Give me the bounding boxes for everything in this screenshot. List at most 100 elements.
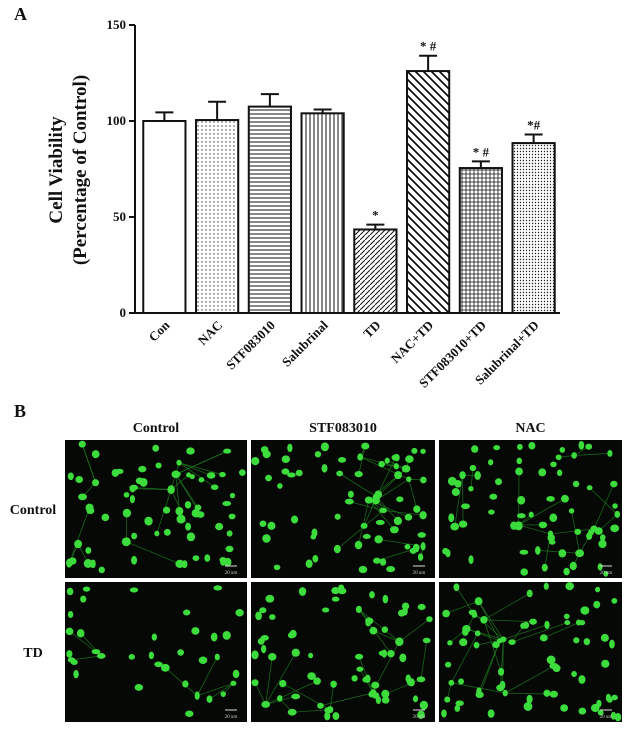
cell <box>418 553 423 561</box>
error-bar <box>419 56 437 71</box>
cell <box>496 684 504 691</box>
cell <box>251 650 258 659</box>
cell <box>476 687 481 695</box>
cell <box>338 457 346 463</box>
x-tick-label: STF083010 <box>223 318 278 373</box>
cell <box>516 458 522 465</box>
cell <box>277 695 282 702</box>
cell <box>175 560 184 568</box>
micrograph: 20 um <box>439 582 622 722</box>
cell <box>175 507 183 516</box>
cell <box>542 564 548 572</box>
cell <box>591 704 600 712</box>
cell <box>544 583 549 590</box>
cell <box>220 558 226 565</box>
micrograph: 20 um <box>251 582 435 722</box>
cell <box>595 527 603 535</box>
y-tick-label: 100 <box>107 113 127 128</box>
cell <box>390 526 399 533</box>
image-background <box>439 440 622 578</box>
cell <box>230 681 236 686</box>
cell <box>448 513 454 522</box>
cell <box>396 496 403 502</box>
cell <box>219 472 226 477</box>
cell <box>138 466 146 472</box>
cell <box>474 471 480 480</box>
cell <box>557 469 562 476</box>
cell <box>382 696 390 703</box>
cell <box>268 653 276 661</box>
y-axis-label: Cell Viability <box>46 116 67 224</box>
cell <box>154 531 159 537</box>
cell <box>379 508 387 513</box>
cell <box>235 609 243 616</box>
cell <box>77 629 85 637</box>
cell <box>312 555 318 563</box>
error-bar <box>261 94 279 106</box>
cell <box>296 470 303 477</box>
cell <box>601 660 609 668</box>
cell <box>124 492 130 498</box>
cell <box>441 709 447 717</box>
cell <box>130 495 135 503</box>
cell <box>351 675 357 681</box>
cell <box>365 496 373 503</box>
cell <box>394 463 399 469</box>
cell <box>593 601 600 609</box>
cell <box>361 523 368 529</box>
annotation: * # <box>420 39 437 54</box>
cell <box>488 459 493 465</box>
cell <box>183 610 190 616</box>
micrograph: 20 um <box>251 440 435 578</box>
error-bar <box>155 112 173 121</box>
cell <box>489 494 497 500</box>
cell <box>540 634 548 641</box>
column-label: Control <box>133 421 180 436</box>
cell <box>129 485 135 492</box>
cell <box>420 701 428 710</box>
cell <box>374 535 382 543</box>
error-bar <box>208 102 226 120</box>
cell <box>222 501 231 506</box>
cell <box>395 637 403 646</box>
cell <box>586 532 592 540</box>
cell <box>86 504 94 512</box>
cell <box>442 548 449 555</box>
cell <box>260 520 267 527</box>
cell <box>130 587 139 592</box>
cell <box>408 678 415 686</box>
cell <box>261 635 269 641</box>
cell <box>79 441 86 448</box>
cell <box>199 477 205 482</box>
y-tick-label: 0 <box>120 305 127 320</box>
cell <box>610 524 619 532</box>
scale-bar-label: 20 um <box>600 571 613 576</box>
cell <box>186 447 195 454</box>
cell <box>488 509 495 514</box>
scale-bar-label: 20 um <box>413 715 426 720</box>
cell <box>187 532 195 541</box>
cell <box>199 656 208 663</box>
cell <box>164 529 171 536</box>
cell <box>223 449 231 454</box>
cell <box>448 477 457 486</box>
cell <box>382 626 388 633</box>
y-axis-label: (Percentage of Control) <box>70 75 91 265</box>
cell <box>74 540 82 549</box>
cell <box>333 712 340 720</box>
cell <box>549 663 558 669</box>
column-label: NAC <box>515 421 545 436</box>
cell <box>131 533 137 540</box>
cell <box>131 556 137 565</box>
cell <box>612 503 618 508</box>
cell <box>71 659 78 665</box>
cell <box>356 606 362 613</box>
cell <box>565 582 574 590</box>
cell <box>549 514 557 522</box>
cell <box>356 667 363 672</box>
scale-bar-label: 20 um <box>413 571 426 576</box>
cell <box>230 493 235 498</box>
cell <box>421 542 426 550</box>
cell <box>263 450 271 458</box>
cell <box>363 534 371 539</box>
